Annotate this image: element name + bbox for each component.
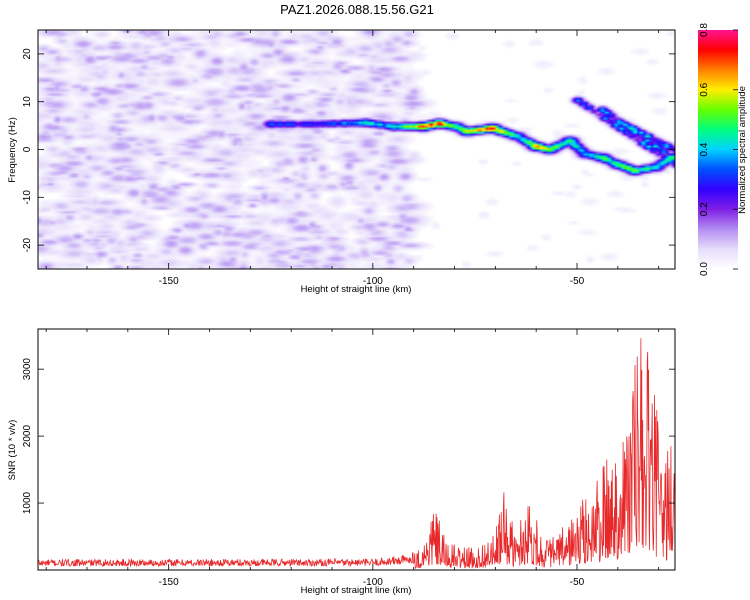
colorbar-tick-label: 0.0 xyxy=(699,262,710,276)
colorbar-tick-label: 0.4 xyxy=(699,142,710,156)
spectrogram-y-tick-label: 10 xyxy=(22,96,33,108)
snr-x-tick-label: -100 xyxy=(363,577,383,588)
spectrogram-x-tick-label: -100 xyxy=(363,276,383,287)
snr-x-tick-label: -150 xyxy=(159,577,179,588)
spectrogram-y-tick-label: -20 xyxy=(22,237,33,252)
spectrogram-x-tick-label: -50 xyxy=(570,276,585,287)
spectrogram-image xyxy=(38,30,675,269)
snr-frame xyxy=(37,328,676,571)
snr-x-label: Height of straight line (km) xyxy=(301,585,412,596)
chart-title: PAZ1.2026.088.15.56.G21 xyxy=(280,2,434,17)
snr-ticks: -150 -100 -50 1000 2000 3000 xyxy=(22,329,675,588)
spectrogram-x-tick-label: -150 xyxy=(159,276,179,287)
snr-x-tick-label: -50 xyxy=(570,577,585,588)
snr-y-tick-label: 1000 xyxy=(22,491,33,514)
spectrogram-y-tick-label: -10 xyxy=(22,190,33,205)
snr-line xyxy=(38,338,675,570)
spectrogram-y-tick-label: 20 xyxy=(22,48,33,60)
snr-y-label: SNR (10 * v/v) xyxy=(7,420,18,481)
colorbar-tick-label: 0.6 xyxy=(699,82,710,96)
snr-y-tick-label: 3000 xyxy=(22,358,33,381)
snr-panel: -150 -100 -50 1000 2000 3000 Height of straig… xyxy=(7,328,676,596)
colorbar-tick-label: 0.2 xyxy=(699,202,710,216)
colorbar-ticks: 0.0 0.2 0.4 0.6 0.8 xyxy=(699,23,738,276)
colorbar-tick-label: 0.8 xyxy=(699,23,710,37)
snr-y-tick-label: 2000 xyxy=(22,425,33,448)
colorbar: 0.0 0.2 0.4 0.6 0.8 Normalized spectral ampl… xyxy=(698,23,748,276)
colorbar-label: Normalized spectral amplitude xyxy=(737,86,748,214)
spectrogram-x-label: Height of straight line (km) xyxy=(301,284,412,295)
spectrogram-frame xyxy=(37,29,676,270)
spectrogram-y-tick-label: 0 xyxy=(22,146,33,152)
spectrogram-y-label: Frequency (Hz) xyxy=(7,117,18,182)
colorbar-gradient xyxy=(698,30,738,269)
